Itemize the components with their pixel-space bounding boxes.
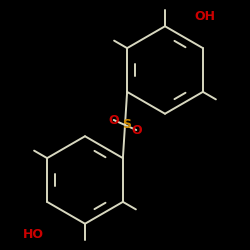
Text: O: O [131, 124, 141, 136]
Text: OH: OH [194, 10, 216, 23]
Text: S: S [122, 118, 131, 132]
Text: O: O [108, 114, 119, 126]
Text: HO: HO [23, 228, 44, 241]
